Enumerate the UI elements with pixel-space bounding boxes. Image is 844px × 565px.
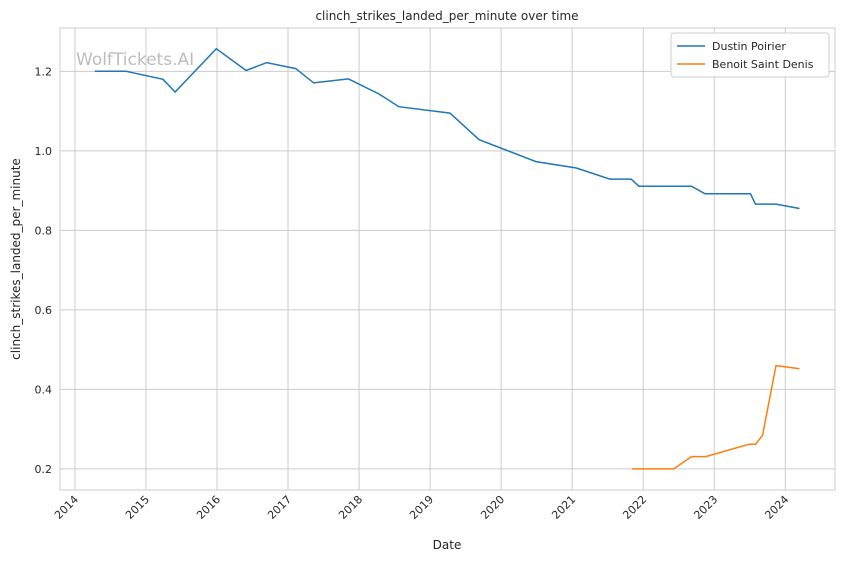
- x-tick-label: 2018: [336, 493, 365, 522]
- plot-area-frame: [60, 28, 835, 490]
- legend-label-benoit-saint-denis: Benoit Saint Denis: [712, 58, 814, 71]
- y-tick-label: 1.0: [35, 145, 53, 158]
- series-lines: [95, 49, 800, 469]
- y-tick-label: 1.2: [35, 65, 53, 78]
- y-tick-label: 0.2: [35, 463, 53, 476]
- series-line-benoit-saint-denis: [632, 366, 800, 469]
- x-axis-label: Date: [433, 538, 462, 552]
- legend: Dustin Poirier Benoit Saint Denis: [671, 33, 829, 77]
- y-tick-label: 0.6: [35, 304, 53, 317]
- x-tick-label: 2017: [265, 493, 294, 522]
- y-tick-label: 0.8: [35, 224, 53, 237]
- chart-title: clinch_strikes_landed_per_minute over ti…: [315, 9, 578, 23]
- x-tick-label: 2016: [194, 493, 223, 522]
- tick-labels: 2014 2015 2016 2017 2018 2019 2020 2021 2022 2023…: [35, 65, 792, 522]
- x-tick-label: 2015: [123, 493, 152, 522]
- watermark: WolfTickets.AI: [76, 50, 194, 70]
- legend-label-dustin-poirier: Dustin Poirier: [712, 40, 786, 53]
- x-tick-label: 2020: [478, 493, 507, 522]
- y-axis-label: clinch_strikes_landed_per_minute: [9, 158, 23, 360]
- x-tick-label: 2019: [407, 493, 436, 522]
- x-tick-label: 2021: [549, 493, 578, 522]
- x-tick-label: 2022: [620, 493, 649, 522]
- x-tick-label: 2024: [762, 493, 791, 522]
- grid: [60, 28, 835, 490]
- x-tick-label: 2023: [691, 493, 720, 522]
- y-tick-label: 0.4: [35, 383, 53, 396]
- x-tick-label: 2014: [52, 493, 81, 522]
